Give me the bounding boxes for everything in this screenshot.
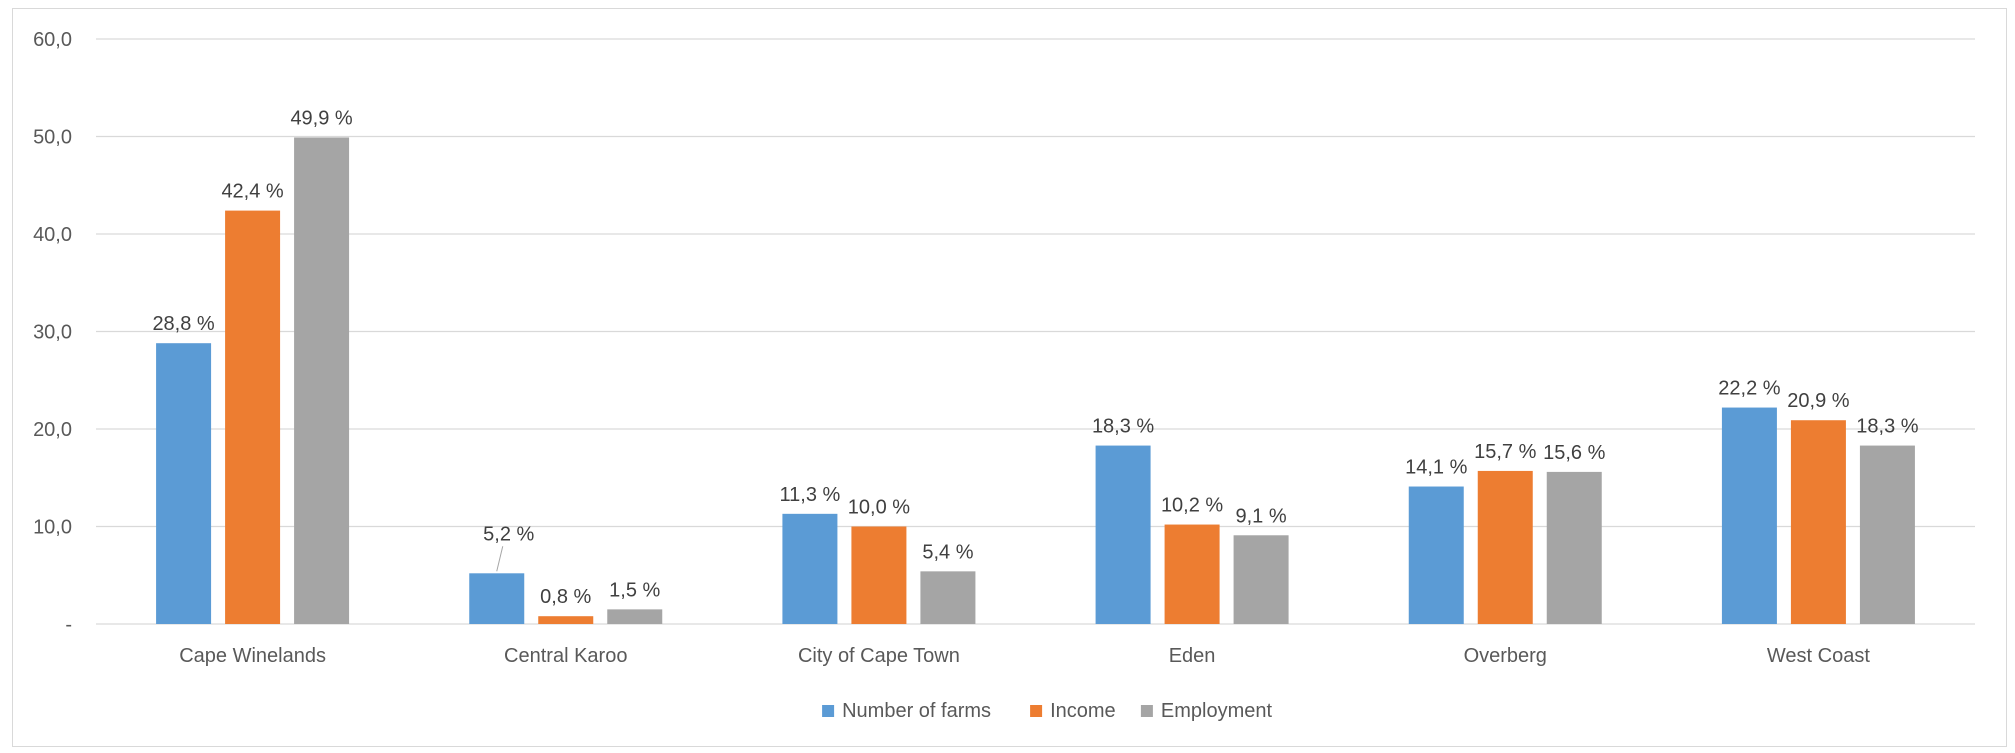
bars	[156, 137, 1915, 624]
bar	[1790, 420, 1846, 624]
x-tick-label: Eden	[1169, 645, 1216, 667]
x-tick-label: West Coast	[1767, 645, 1870, 667]
y-tick-label: 20,0	[33, 419, 72, 441]
bar	[1233, 535, 1289, 624]
y-tick-label: 10,0	[33, 517, 72, 539]
y-tick-label: 50,0	[33, 127, 72, 149]
bar	[1477, 470, 1533, 624]
data-label: 14,1 %	[1405, 457, 1467, 479]
bar	[538, 616, 594, 624]
data-label: 9,1 %	[1236, 505, 1287, 527]
data-label: 10,0 %	[848, 497, 910, 519]
y-tick-label: -	[65, 614, 72, 636]
data-label: 5,4 %	[922, 541, 973, 563]
x-tick-label: Overberg	[1464, 645, 1547, 667]
legend-swatch	[822, 705, 835, 717]
leader-line	[496, 546, 504, 572]
x-axis-tick-labels: Cape Winelands Central Karoo City of Cape …	[179, 645, 1870, 667]
x-tick-label: Cape Winelands	[179, 645, 326, 667]
bar	[1164, 524, 1220, 624]
bar	[782, 513, 838, 624]
data-label: 0,8 %	[540, 586, 591, 608]
bar	[1859, 445, 1915, 624]
bar	[225, 210, 281, 624]
legend: Number of farms Income Employment	[822, 700, 1272, 722]
y-tick-label: 40,0	[33, 224, 72, 246]
bar	[1546, 471, 1602, 624]
data-label: 28,8 %	[152, 313, 214, 335]
data-label: 49,9 %	[290, 107, 352, 129]
data-label: 15,6 %	[1543, 442, 1605, 464]
y-axis-tick-labels: - 10,0 20,0 30,0 40,0 50,0 60,0	[33, 29, 72, 636]
data-labels: 28,8 % 42,4 % 49,9 % 5,2 % 0,8 % 1,5 % 11,3 % 1…	[152, 107, 1918, 608]
x-tick-label: Central Karoo	[504, 645, 627, 667]
data-label: 20,9 %	[1787, 390, 1849, 412]
bar	[156, 343, 212, 624]
data-label: 11,3 %	[780, 484, 841, 506]
legend-swatch	[1030, 705, 1043, 717]
data-label: 5,2 %	[483, 523, 534, 545]
legend-label: Number of farms	[842, 700, 991, 722]
x-tick-label: City of Cape Town	[798, 645, 960, 667]
bar	[1095, 445, 1151, 624]
legend-label: Employment	[1161, 700, 1273, 722]
data-label: 22,2 %	[1718, 378, 1780, 400]
bar	[851, 526, 907, 624]
data-label: 15,7 %	[1474, 441, 1536, 463]
bar	[920, 571, 976, 624]
bar	[1408, 486, 1464, 624]
data-label: 42,4 %	[221, 181, 283, 203]
bar	[607, 609, 663, 624]
gridlines	[96, 38, 1975, 625]
data-label: 10,2 %	[1161, 495, 1223, 517]
data-label: 18,3 %	[1092, 416, 1154, 438]
data-label: 18,3 %	[1856, 416, 1918, 438]
bar	[294, 137, 350, 624]
y-tick-label: 60,0	[33, 29, 72, 51]
legend-label: Income	[1050, 700, 1116, 722]
legend-swatch	[1140, 705, 1153, 717]
bar	[1721, 407, 1777, 624]
bar	[469, 573, 525, 624]
data-label: 1,5 %	[609, 579, 660, 601]
y-tick-label: 30,0	[33, 322, 72, 344]
